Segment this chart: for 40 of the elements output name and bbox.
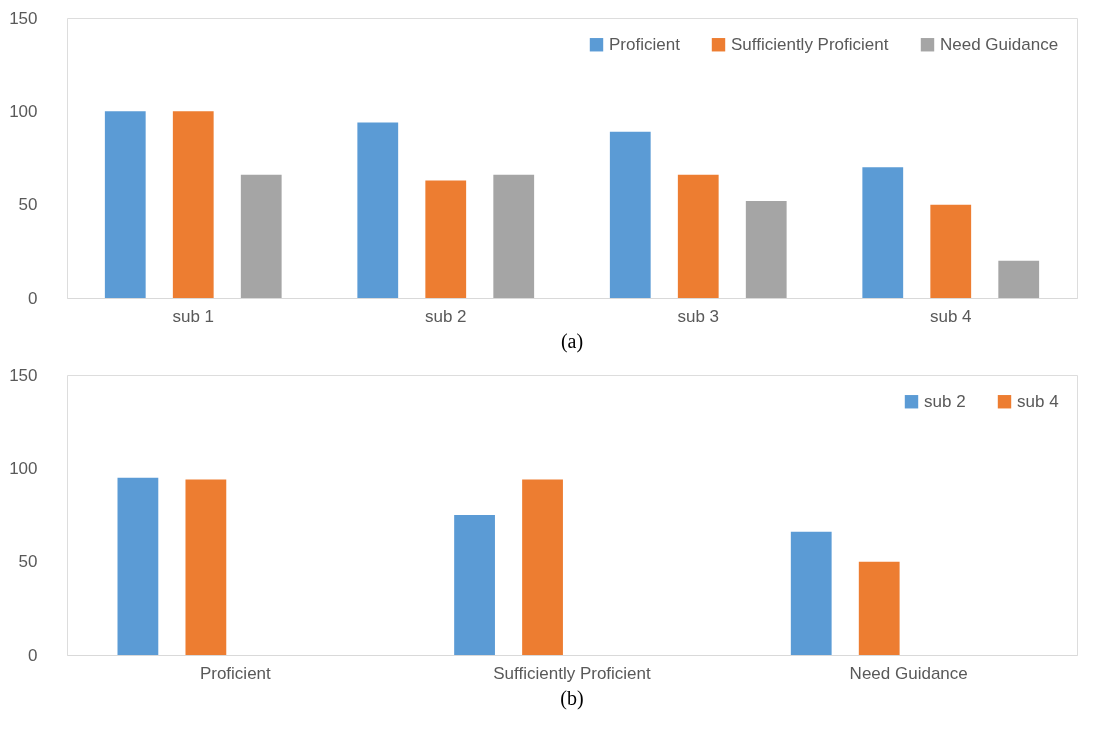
- x-tick-label: Sufficiently Proficient: [493, 663, 652, 683]
- bar: [117, 477, 159, 655]
- x-tick-label: sub 2: [424, 306, 467, 326]
- bar: [862, 167, 904, 298]
- y-tick-label: 100: [9, 458, 38, 478]
- y-tick-label: 50: [18, 552, 38, 572]
- bar: [357, 122, 399, 298]
- bar: [454, 515, 495, 655]
- bar: [790, 531, 832, 655]
- bar: [185, 479, 227, 655]
- bar: [745, 200, 787, 298]
- bar: [609, 131, 651, 298]
- y-tick-label: 150: [9, 8, 38, 28]
- bar: [522, 479, 563, 655]
- x-tick-label: sub 3: [677, 306, 720, 326]
- y-tick-label: 0: [28, 288, 38, 308]
- y-tick-label: 0: [28, 645, 38, 665]
- bar: [425, 180, 467, 298]
- y-tick-label: 100: [9, 101, 38, 121]
- legend-label: Need Guidance: [940, 34, 1059, 54]
- legend-label: Proficient: [609, 34, 681, 54]
- text: (b): [560, 687, 584, 710]
- legend-label: sub 4: [1017, 391, 1059, 411]
- bar: [998, 260, 1040, 298]
- x-tick-label: sub 4: [929, 306, 972, 326]
- bar: [240, 174, 282, 298]
- x-tick-label: Proficient: [199, 663, 272, 683]
- bar: [104, 111, 146, 298]
- legend-label: Sufficiently Proficient: [731, 34, 889, 54]
- bar: [677, 174, 719, 298]
- bar: [493, 174, 535, 298]
- y-tick-label: 50: [18, 195, 38, 215]
- text: (a): [560, 330, 584, 353]
- legend-label: sub 2: [924, 391, 966, 411]
- bar: [172, 111, 214, 298]
- bar: [930, 204, 972, 298]
- x-tick-label: Need Guidance: [849, 663, 968, 683]
- y-tick-label: 150: [9, 365, 38, 385]
- x-tick-label: sub 1: [172, 306, 215, 326]
- bar: [858, 561, 900, 655]
